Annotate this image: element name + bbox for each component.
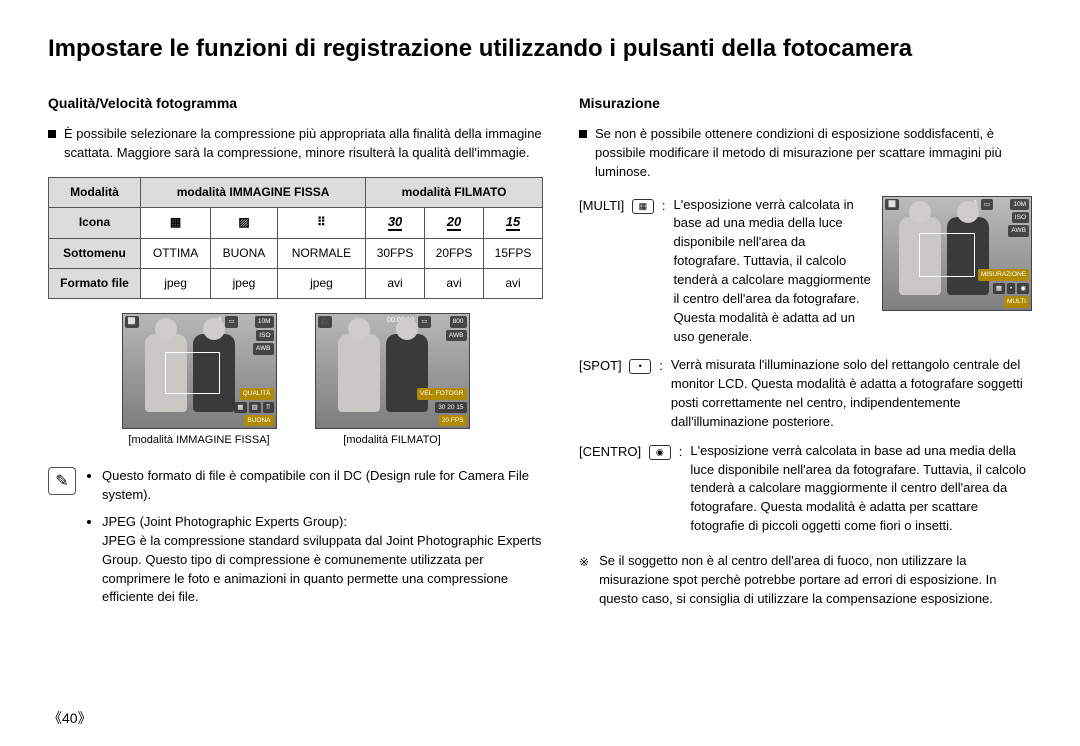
asterisk-icon: ※ (579, 554, 589, 609)
sub-cell: BUONA (211, 238, 278, 268)
heading-quality: Qualità/Velocità fotogramma (48, 93, 543, 113)
page-number: 《40》 (48, 708, 92, 728)
row-icon-label: Icona (49, 208, 141, 238)
fmt-cell: avi (484, 268, 543, 298)
icon-cell: ▨ (211, 208, 278, 238)
fmt-cell: jpeg (277, 268, 365, 298)
note-block: ✎ Questo formato di file è compatibile c… (48, 467, 543, 615)
note-item: JPEG (Joint Photographic Experts Group):… (102, 513, 543, 607)
th-movie: modalità FILMATO (366, 177, 543, 207)
term-multi-body: L'esposizione verrà calcolata in base ad… (674, 196, 872, 347)
quality-table: Modalità modalità IMMAGINE FISSA modalit… (48, 177, 543, 300)
metering-intro-text: Se non è possibile ottenere condizioni d… (595, 125, 1032, 182)
term-multi-label: [MULTI] ▦ (579, 196, 654, 347)
square-bullet-icon (48, 130, 56, 138)
row-format-label: Formato file (49, 268, 141, 298)
fmt-cell: avi (425, 268, 484, 298)
metering-intro: Se non è possibile ottenere condizioni d… (579, 125, 1032, 182)
preview-movie: 🎥00:00:10▭ 800 AWB VEL. FOTOGR 30 20 15 … (315, 313, 470, 449)
icon-cell: 15 (484, 208, 543, 238)
term-spot-body: Verrà misurata l'illuminazione solo del … (671, 356, 1032, 431)
icon-cell: ▦ (141, 208, 211, 238)
fmt-cell: jpeg (141, 268, 211, 298)
preview-still-caption: [modalità IMMAGINE FISSA] (122, 433, 277, 449)
fmt-cell: jpeg (211, 268, 278, 298)
fmt-cell: avi (366, 268, 425, 298)
icon-cell: 30 (366, 208, 425, 238)
note-item: Questo formato di file è compatibile con… (102, 467, 543, 505)
square-bullet-icon (579, 130, 587, 138)
quality-intro-text: È possibile selezionare la compressione … (64, 125, 543, 163)
spot-icon: • (629, 359, 651, 374)
heading-metering: Misurazione (579, 93, 1032, 113)
metering-footnote: ※ Se il soggetto non è al centro dell'ar… (579, 552, 1032, 609)
quality-intro: È possibile selezionare la compressione … (48, 125, 543, 163)
th-still: modalità IMMAGINE FISSA (141, 177, 366, 207)
term-centro-body: L'esposizione verrà calcolata in base ad… (690, 442, 1032, 536)
preview-still: ⬜3▭ 10M ISO AWB QUALITÀ ▦▨⠿ BUONA [modal… (122, 313, 277, 449)
multi-icon: ▦ (632, 199, 654, 214)
sub-cell: 30FPS (366, 238, 425, 268)
icon-cell: 20 (425, 208, 484, 238)
left-column: Qualità/Velocità fotogramma È possibile … (48, 93, 543, 615)
centro-icon: ◉ (649, 445, 671, 460)
row-sub-label: Sottomenu (49, 238, 141, 268)
preview-movie-caption: [modalità FILMATO] (315, 433, 470, 449)
footnote-text: Se il soggetto non è al centro dell'area… (599, 552, 1032, 609)
th-mode: Modalità (49, 177, 141, 207)
metering-preview: ⬜3▭ 10M ISO AWB MISURAZIONE ▦•◉ MULTI (882, 196, 1032, 311)
icon-cell: ⠿ (277, 208, 365, 238)
sub-cell: NORMALE (277, 238, 365, 268)
term-centro-label: [CENTRO] ◉ (579, 442, 671, 536)
sub-cell: 20FPS (425, 238, 484, 268)
right-column: Misurazione Se non è possibile ottenere … (579, 93, 1032, 615)
term-spot-label: [SPOT] • (579, 356, 651, 431)
page-title: Impostare le funzioni di registrazione u… (48, 32, 1032, 67)
note-icon: ✎ (48, 467, 76, 495)
sub-cell: OTTIMA (141, 238, 211, 268)
sub-cell: 15FPS (484, 238, 543, 268)
